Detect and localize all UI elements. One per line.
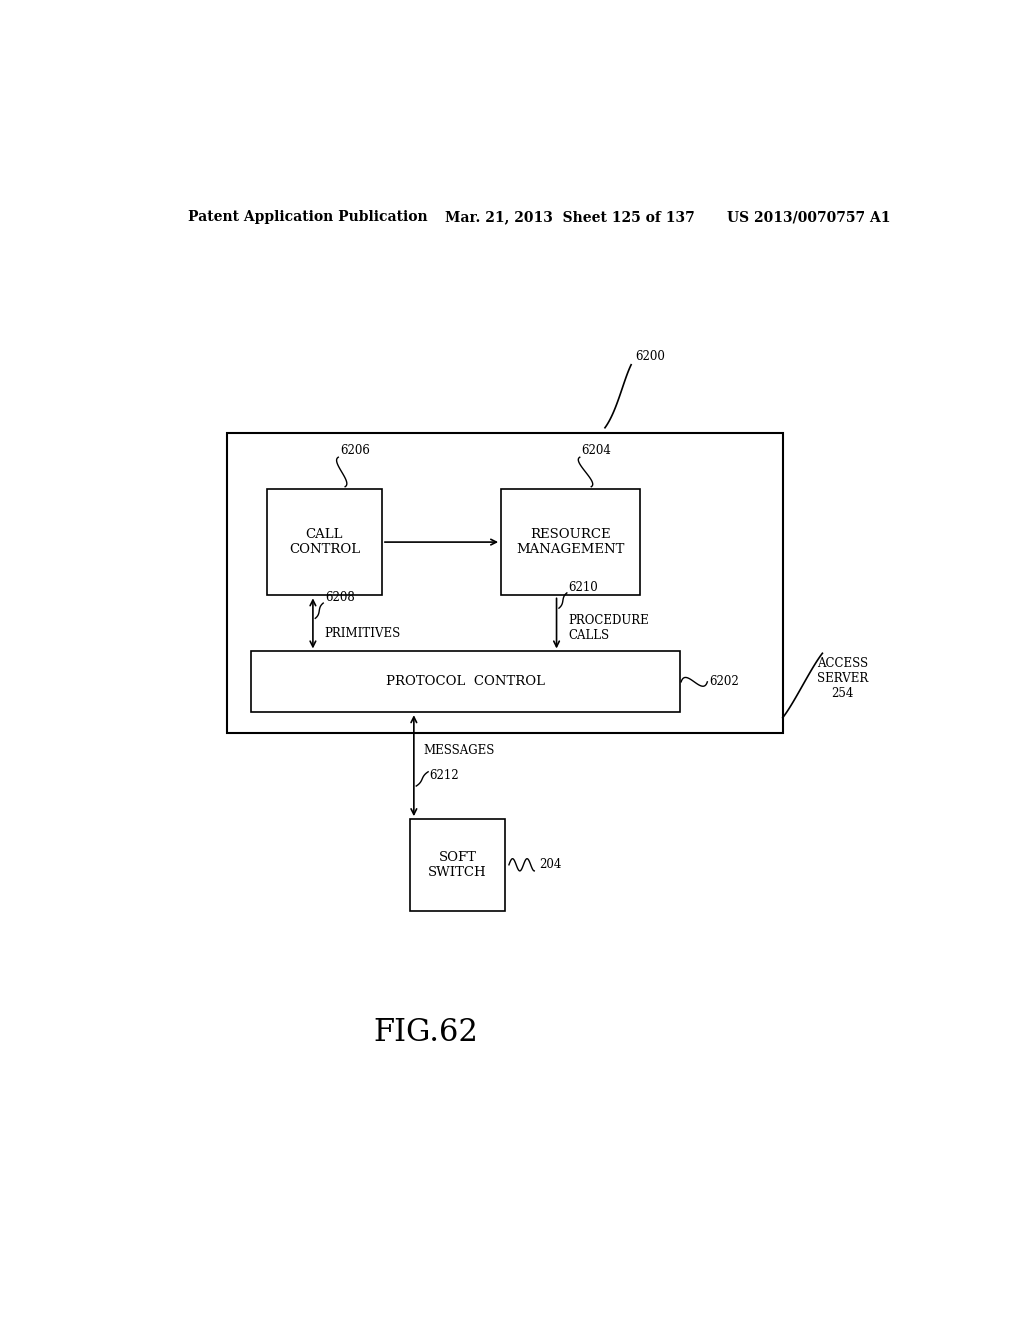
Text: 6210: 6210 <box>568 581 598 594</box>
Text: Mar. 21, 2013  Sheet 125 of 137: Mar. 21, 2013 Sheet 125 of 137 <box>445 210 695 224</box>
Text: SOFT
SWITCH: SOFT SWITCH <box>428 851 486 879</box>
Bar <box>501 488 640 595</box>
Text: RESOURCE
MANAGEMENT: RESOURCE MANAGEMENT <box>516 528 625 556</box>
Text: CALL
CONTROL: CALL CONTROL <box>289 528 360 556</box>
Text: 6204: 6204 <box>582 444 611 457</box>
Text: PROCEDURE
CALLS: PROCEDURE CALLS <box>568 615 649 643</box>
Text: Patent Application Publication: Patent Application Publication <box>187 210 427 224</box>
Text: PRIMITIVES: PRIMITIVES <box>325 627 401 640</box>
Text: MESSAGES: MESSAGES <box>423 744 495 756</box>
Text: 6200: 6200 <box>635 350 665 363</box>
Bar <box>410 818 505 911</box>
Text: ACCESS
SERVER
254: ACCESS SERVER 254 <box>816 657 868 700</box>
Text: 6208: 6208 <box>325 591 354 605</box>
Text: 6202: 6202 <box>709 676 738 688</box>
Text: US 2013/0070757 A1: US 2013/0070757 A1 <box>727 210 891 224</box>
Bar <box>267 488 382 595</box>
Text: 6212: 6212 <box>430 770 460 783</box>
Text: PROTOCOL  CONTROL: PROTOCOL CONTROL <box>386 676 545 688</box>
Bar <box>227 433 782 733</box>
Text: 6206: 6206 <box>340 444 370 457</box>
Text: 204: 204 <box>539 858 561 871</box>
Bar <box>251 651 680 713</box>
Text: FIG.62: FIG.62 <box>373 1016 478 1048</box>
